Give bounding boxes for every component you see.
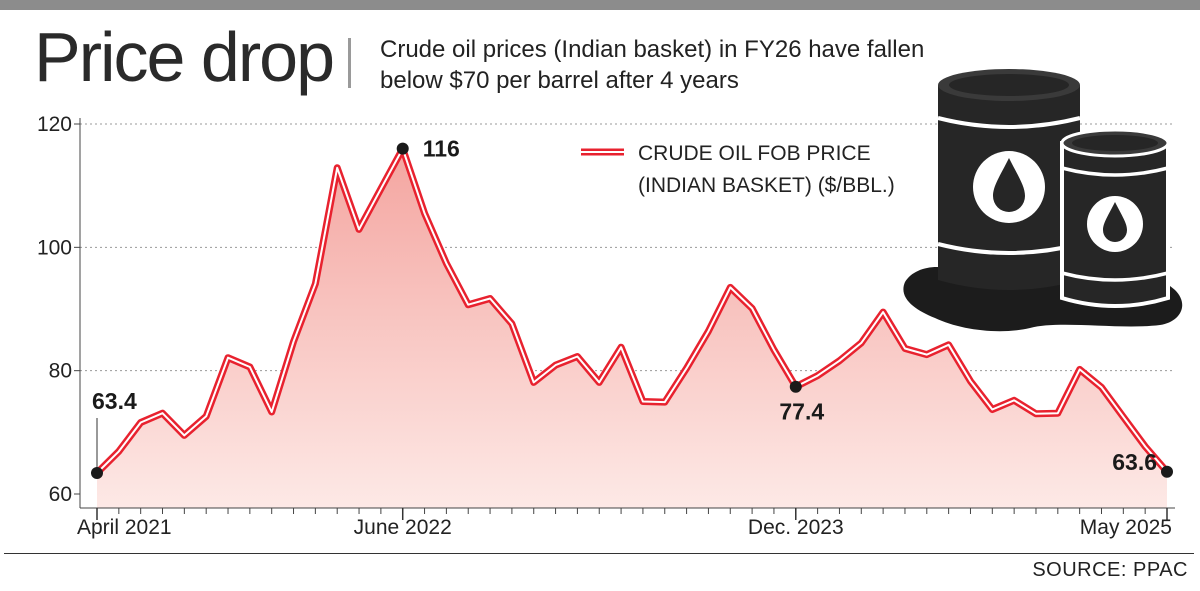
x-tick-label: June 2022 (354, 516, 452, 539)
axes: 60 80 100 120 April 2021 June 2022 Dec. 2023 Ma… (37, 113, 1175, 539)
chart-title: Price drop (34, 18, 335, 96)
price-series (93, 145, 1171, 477)
x-tick-label: April 2021 (77, 516, 172, 539)
y-tick-label: 100 (37, 236, 72, 259)
callout-marker (1161, 465, 1173, 478)
area-fill (97, 148, 1167, 508)
x-tick-label: May 2025 (1080, 516, 1172, 539)
legend-line-2: (INDIAN BASKET) ($/BBL.) (638, 174, 895, 197)
callout-label: 77.4 (779, 399, 824, 425)
y-tick-label: 60 (49, 483, 72, 506)
top-rule (0, 0, 1200, 10)
chart-subtitle: Crude oil prices (Indian basket) in FY26… (380, 34, 1000, 96)
small-oil-drop-icon (1103, 202, 1127, 242)
legend-line-1: CRUDE OIL FOB PRICE (638, 142, 871, 165)
series-line-inner (96, 147, 1168, 474)
callout-label: 116 (423, 136, 460, 162)
y-tick-label: 120 (37, 113, 72, 136)
callout-marker (396, 142, 409, 155)
bottom-rule (4, 553, 1194, 554)
subtitle-line-1: Crude oil prices (Indian basket) in FY26… (380, 36, 925, 63)
y-tick-label: 80 (49, 360, 72, 383)
callout-label: 63.6 (1112, 449, 1157, 475)
callout-marker (91, 467, 103, 480)
area-polygon (97, 148, 1167, 508)
title-separator (348, 38, 351, 88)
callout-label: 63.4 (92, 388, 137, 414)
x-tick-label: Dec. 2023 (748, 516, 844, 539)
subtitle-line-2: below $70 per barrel after 4 years (380, 67, 739, 94)
source-note: SOURCE: PPAC (1032, 559, 1188, 581)
legend: CRUDE OIL FOB PRICE (INDIAN BASKET) ($/B… (581, 142, 895, 197)
callout-markers: 63.4 116 77.4 63.6 (91, 136, 1173, 480)
callout-marker (789, 380, 802, 393)
oil-barrels-icon (903, 69, 1183, 332)
big-oil-drop-icon (993, 158, 1025, 212)
